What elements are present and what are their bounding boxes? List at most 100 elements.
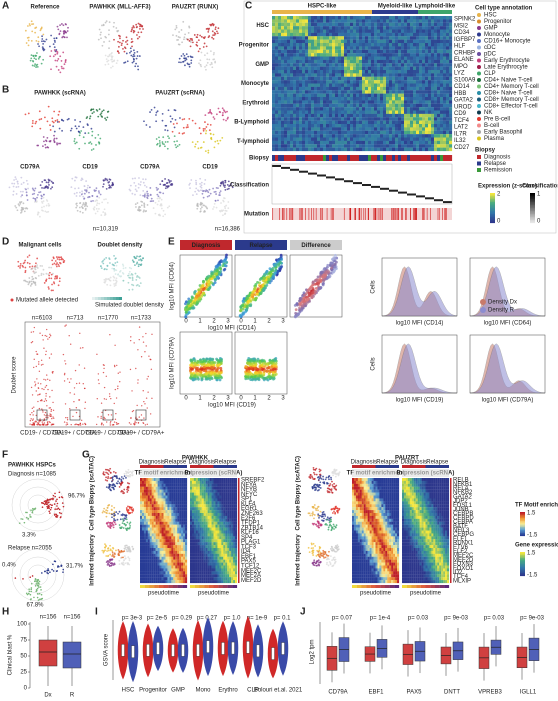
umap-point <box>134 264 136 267</box>
heatmap-cell <box>434 120 438 125</box>
jitter-point <box>47 417 49 419</box>
umap-point <box>117 273 119 276</box>
umap-point <box>47 202 50 205</box>
heatmap-cell <box>302 73 306 77</box>
umap-point <box>214 190 217 193</box>
legend-swatch <box>477 78 481 82</box>
heatmap-cell <box>449 90 453 94</box>
heatmap-cell <box>353 140 357 145</box>
heatmap-cell <box>347 76 351 81</box>
umap-point <box>211 30 214 33</box>
heatmap-cell <box>323 32 327 37</box>
umap-point <box>130 273 133 275</box>
heatmap-cell <box>317 39 321 44</box>
heatmap-cell <box>335 134 339 138</box>
heatmap-cell <box>356 113 360 118</box>
heatmap-cell <box>329 16 333 20</box>
gene-label: LAT2 <box>454 125 469 131</box>
heatmap-cell <box>344 22 348 27</box>
umap-point <box>30 57 33 60</box>
umap-point <box>207 191 210 194</box>
heatmap-cell <box>443 107 447 111</box>
heatmap-cell <box>323 59 327 64</box>
heatmap-cell <box>299 86 303 91</box>
heatmap-cell <box>449 43 453 47</box>
jitter-point <box>32 414 34 416</box>
heatmap-cell <box>314 53 318 57</box>
umap-point <box>182 20 185 23</box>
heatmap-cell <box>392 100 396 104</box>
heatmap-cell <box>284 36 288 40</box>
heatmap-cell <box>434 144 438 148</box>
heatmap-cell <box>293 46 297 50</box>
umap-point <box>80 205 83 208</box>
heatmap-cell <box>347 32 351 37</box>
umap-point <box>56 52 59 55</box>
heatmap-cell <box>353 124 357 128</box>
heatmap-cell <box>350 43 354 47</box>
heatmap-cell <box>380 56 384 60</box>
mutation-tick <box>445 208 446 220</box>
heatmap-cell <box>422 36 426 40</box>
umap-point <box>52 289 54 292</box>
heatmap-cell <box>407 29 411 33</box>
umap-point <box>123 46 126 49</box>
density-point <box>219 369 223 372</box>
heatmap-cell <box>428 120 432 125</box>
heatmap-cell <box>341 36 345 40</box>
jitter-point <box>142 341 145 343</box>
heatmap-cell <box>407 46 411 50</box>
heatmap-cell <box>374 120 378 125</box>
jitter-point <box>146 407 148 409</box>
heatmap-cell <box>371 110 375 114</box>
heatmap-cell <box>377 100 381 104</box>
heatmap-cell <box>386 56 390 60</box>
umap-point <box>196 41 198 44</box>
heatmap-cell <box>377 32 381 37</box>
umap-point <box>105 58 108 61</box>
heatmap-cell <box>341 26 345 30</box>
mutation-bg <box>272 208 452 220</box>
umap-point <box>209 109 212 111</box>
heatmap-cell <box>371 29 375 33</box>
heatmap-cell <box>440 36 444 40</box>
umap-point <box>40 118 43 120</box>
heatmap-cell <box>296 83 300 87</box>
density-point <box>213 372 217 376</box>
heatmap-cell <box>392 147 396 152</box>
heatmap-cell <box>359 63 363 67</box>
heatmap-cell <box>380 120 384 125</box>
jitter-point <box>100 415 102 418</box>
heatmap-cell <box>437 76 441 81</box>
jitter-point <box>34 421 36 423</box>
classification-cell <box>362 184 371 186</box>
heatmap-cell <box>428 90 432 94</box>
density-point <box>219 366 223 370</box>
umap-point <box>200 181 203 184</box>
umap-point <box>131 288 134 291</box>
umap-point <box>212 208 214 210</box>
heatmap-cell <box>392 93 396 98</box>
umap-point <box>109 186 112 189</box>
umap-point <box>37 274 40 277</box>
heatmap-cell <box>356 29 360 33</box>
heatmap-cell <box>338 39 342 44</box>
heatmap-cell <box>437 86 441 91</box>
umap-point <box>204 179 207 181</box>
umap-point <box>155 120 158 123</box>
heatmap-cell <box>425 53 429 57</box>
jitter-point <box>130 336 132 338</box>
jitter-point <box>109 424 111 426</box>
heatmap-cell <box>332 93 336 98</box>
heatmap-cell <box>287 127 291 131</box>
heatmap-cell <box>275 97 279 101</box>
umap-point <box>51 259 54 262</box>
density-point <box>218 266 222 270</box>
heatmap-cell <box>335 19 339 23</box>
heatmap-cell <box>386 76 390 81</box>
heatmap-cell <box>341 144 345 148</box>
heatmap-cell <box>419 113 423 118</box>
umap-point <box>206 61 209 64</box>
umap-point <box>199 185 202 188</box>
umap-point <box>183 118 186 120</box>
